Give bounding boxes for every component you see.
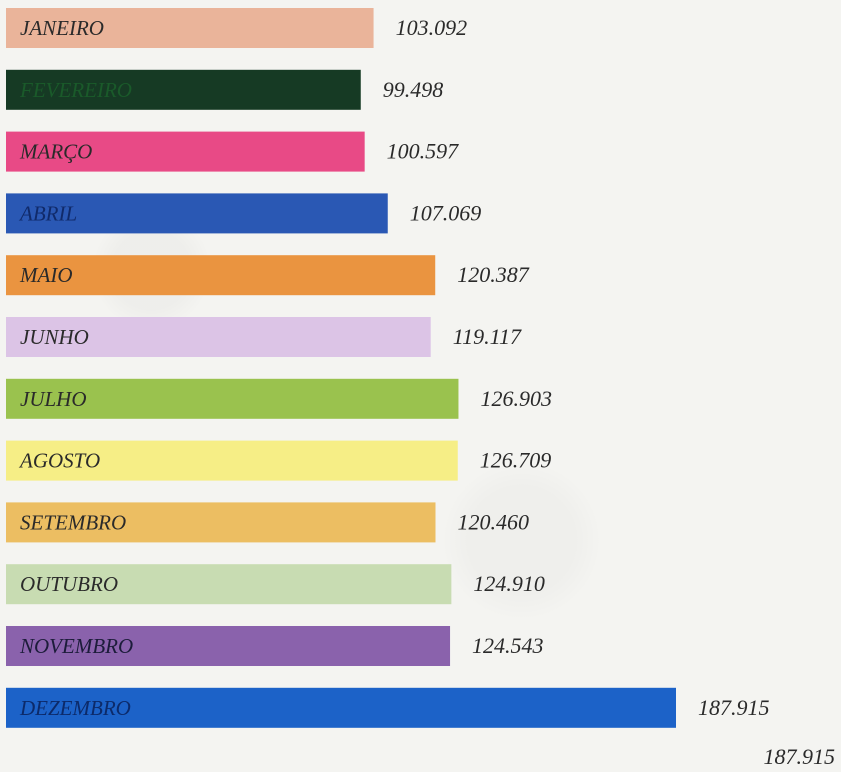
value-label-janeiro: 103.092 — [396, 15, 468, 40]
category-label-dezembro: DEZEMBRO — [19, 696, 131, 720]
bar-group-setembro: SETEMBRO 120.460 — [6, 502, 529, 542]
value-label-maio: 120.387 — [457, 262, 530, 287]
value-label-agosto: 126.709 — [480, 448, 552, 473]
value-label-marco: 100.597 — [387, 139, 460, 164]
bar-chart: JANEIRO 103.092 FEVEREIRO 99.498 MARÇO 100.59… — [0, 0, 841, 745]
category-label-maio: MAIO — [19, 263, 72, 287]
bar-group-maio: MAIO 120.387 — [6, 255, 530, 295]
category-label-junho: JUNHO — [20, 325, 89, 349]
bar-group-fevereiro: FEVEREIRO 99.498 — [6, 70, 443, 110]
category-label-novembro: NOVEMBRO — [19, 634, 133, 658]
bar-group-dezembro: DEZEMBRO 187.915 — [6, 688, 770, 728]
bar-group-abril: ABRIL 107.069 — [6, 193, 481, 233]
category-label-marco: MARÇO — [19, 140, 92, 164]
category-label-agosto: AGOSTO — [18, 449, 100, 473]
value-label-novembro: 124.543 — [472, 633, 543, 658]
value-label-fevereiro: 99.498 — [383, 77, 444, 102]
bar-group-marco: MARÇO 100.597 — [6, 132, 459, 172]
category-label-fevereiro: FEVEREIRO — [19, 78, 132, 102]
value-label-dezembro: 187.915 — [698, 695, 770, 720]
bar-group-junho: JUNHO 119.117 — [6, 317, 522, 357]
category-label-setembro: SETEMBRO — [20, 510, 126, 534]
value-label-julho: 126.903 — [480, 386, 552, 411]
value-label-abril: 107.069 — [410, 200, 482, 225]
value-label-junho: 119.117 — [453, 324, 522, 349]
footer-value-label: 187.915 — [764, 744, 836, 770]
category-label-janeiro: JANEIRO — [20, 16, 104, 40]
category-label-outubro: OUTUBRO — [20, 572, 118, 596]
value-label-outubro: 124.910 — [473, 571, 545, 596]
bar-group-outubro: OUTUBRO 124.910 — [6, 564, 545, 604]
category-label-julho: JULHO — [20, 387, 87, 411]
bar-group-novembro: NOVEMBRO 124.543 — [6, 626, 544, 666]
value-label-setembro: 120.460 — [457, 509, 529, 534]
category-label-abril: ABRIL — [18, 201, 77, 225]
bar-group-julho: JULHO 126.903 — [6, 379, 552, 419]
bar-group-agosto: AGOSTO 126.709 — [6, 441, 551, 481]
bar-group-janeiro: JANEIRO 103.092 — [6, 8, 467, 48]
